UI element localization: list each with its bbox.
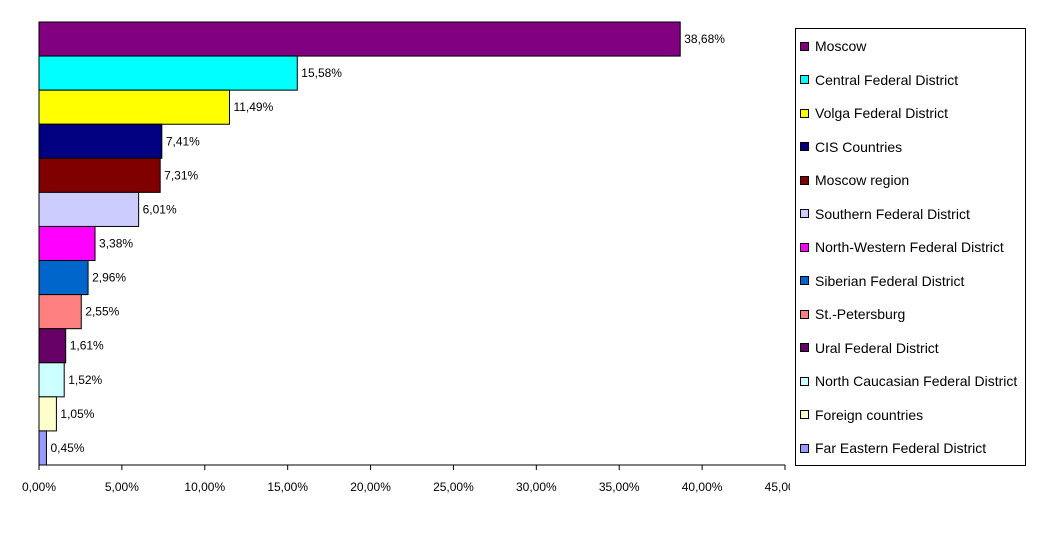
bar-11 xyxy=(38,396,57,432)
legend-swatch xyxy=(800,376,809,386)
legend-swatch xyxy=(800,276,809,285)
x-tick-label-5: 25,00% xyxy=(433,480,474,494)
legend-swatch xyxy=(800,75,809,84)
bars-group xyxy=(38,21,681,466)
legend-label: Southern Federal District xyxy=(815,205,970,222)
x-tick-label-0: 0,00% xyxy=(22,480,56,494)
x-tick-label-2: 10,00% xyxy=(184,480,225,494)
legend-label: North-Western Federal District xyxy=(815,239,1004,255)
bar-7 xyxy=(38,260,89,296)
x-tick-label-6: 30,00% xyxy=(516,480,557,494)
bar-6 xyxy=(38,225,96,262)
data-label-7: 2,96% xyxy=(92,271,126,285)
legend-swatch xyxy=(800,41,809,51)
legend-label: Far Eastern Federal District xyxy=(815,440,987,456)
bar-2 xyxy=(38,89,230,125)
bar-3 xyxy=(38,123,163,159)
data-label-12: 0,45% xyxy=(50,441,84,455)
legend-item-9: Ural Federal District xyxy=(800,338,939,358)
legend-item-0: Moscow xyxy=(800,36,866,56)
legend-swatch xyxy=(800,343,809,352)
data-label-9: 1,61% xyxy=(70,339,104,353)
data-label-10: 1,52% xyxy=(68,373,102,387)
bar-9 xyxy=(38,328,67,364)
legend-item-12: Far Eastern Federal District xyxy=(800,438,986,458)
data-label-4: 7,31% xyxy=(164,168,198,182)
legend-item-6: North-Western Federal District xyxy=(800,237,1004,257)
data-label-1: 15,58% xyxy=(301,66,342,80)
data-labels-group: 38,68% 15,58% 11,49% 7,41% 7,31% 6,01% 3,38% 2,… xyxy=(50,32,725,455)
legend-item-4: Moscow region xyxy=(800,170,909,190)
legend-label: Volga Federal District xyxy=(815,105,949,121)
legend-swatch xyxy=(800,309,809,319)
x-tick-label-9: 45,00% xyxy=(765,480,790,494)
bar-12 xyxy=(38,430,47,466)
legend-label: Siberian Federal District xyxy=(815,272,965,289)
data-label-8: 2,55% xyxy=(85,305,119,319)
legend-label: Foreign countries xyxy=(815,406,924,423)
legend-label: North Caucasian Federal District xyxy=(815,373,1018,389)
legend-item-5: Southern Federal District xyxy=(800,204,970,224)
bar-10 xyxy=(38,362,65,398)
legend-item-10: North Caucasian Federal District xyxy=(800,371,1017,391)
legend-swatch xyxy=(800,209,809,218)
legend-item-7: Siberian Federal District xyxy=(800,271,964,291)
legend-label: Ural Federal District xyxy=(815,339,939,356)
legend-label: Moscow xyxy=(815,38,867,54)
x-tick-label-8: 40,00% xyxy=(682,480,723,494)
legend-label: Moscow region xyxy=(815,172,910,188)
data-label-11: 1,05% xyxy=(60,407,94,421)
bar-1 xyxy=(38,55,298,91)
x-tick-label-1: 5,00% xyxy=(105,480,139,494)
x-tick-label-4: 20,00% xyxy=(350,480,391,494)
legend-swatch xyxy=(800,142,809,151)
legend-swatch xyxy=(800,108,809,118)
legend-swatch xyxy=(800,410,809,419)
bar-chart: 38,68% 15,58% 11,49% 7,41% 7,31% 6,01% 3,38% 2,… xyxy=(22,21,790,494)
bar-5 xyxy=(38,191,140,227)
bar-8 xyxy=(38,294,82,330)
legend-label: Central Federal District xyxy=(815,71,959,88)
legend-label: St.-Petersburg xyxy=(815,306,906,322)
data-label-3: 7,41% xyxy=(166,134,200,148)
legend-item-1: Central Federal District xyxy=(800,70,958,90)
bar-0 xyxy=(38,21,681,57)
legend-item-3: CIS Countries xyxy=(800,137,902,157)
data-label-0: 38,68% xyxy=(684,32,725,46)
legend-item-8: St.-Petersburg xyxy=(800,304,905,324)
x-tick-label-3: 15,00% xyxy=(267,480,308,494)
legend-label: CIS Countries xyxy=(815,138,903,155)
bar-4 xyxy=(38,157,161,193)
legend-swatch xyxy=(800,175,809,185)
legend-swatch xyxy=(800,242,809,252)
data-label-2: 11,49% xyxy=(233,100,273,114)
x-tick-label-7: 35,00% xyxy=(599,480,640,494)
x-axis: 0,00% 5,00% 10,00% 15,00% 20,00% 25,00% 30,00%… xyxy=(22,22,790,494)
data-label-5: 6,01% xyxy=(143,202,177,216)
legend-swatch xyxy=(800,443,809,453)
data-label-6: 3,38% xyxy=(99,237,133,251)
legend: Moscow Central Federal District Volga Fede… xyxy=(795,28,1026,466)
legend-item-11: Foreign countries xyxy=(800,405,923,425)
legend-item-2: Volga Federal District xyxy=(800,103,948,123)
